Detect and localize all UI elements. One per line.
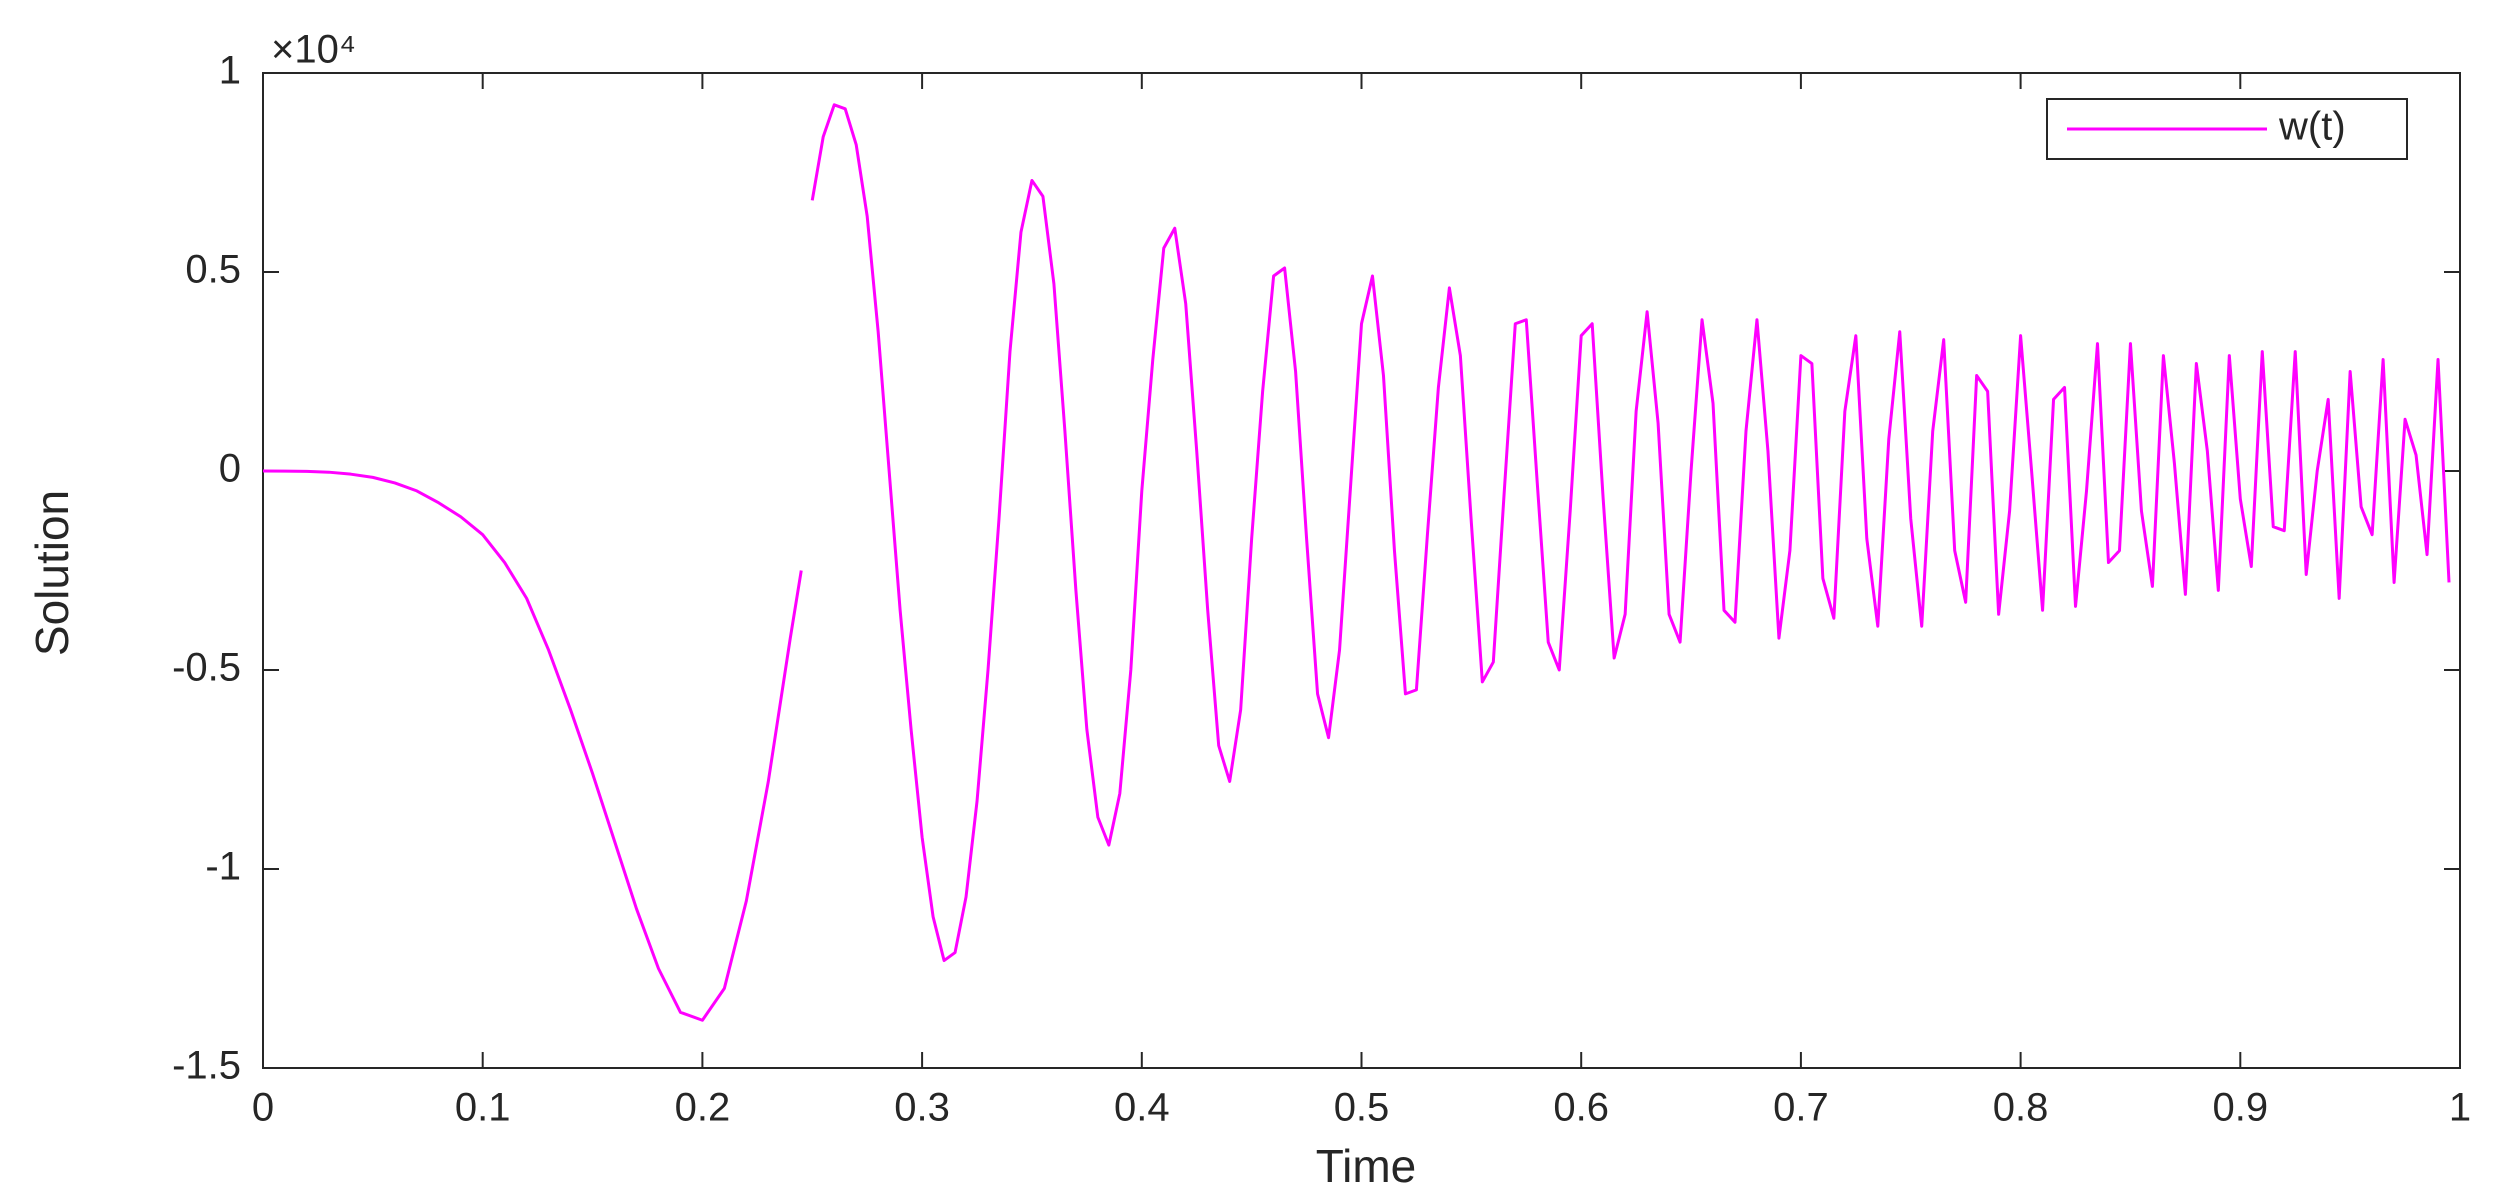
x-tick-label: 0.2 — [675, 1086, 731, 1130]
y-multiplier: ×10⁴ — [271, 28, 356, 72]
legend-label: w(t) — [2278, 105, 2346, 149]
x-tick-label: 0.3 — [894, 1086, 950, 1130]
y-tick-label: -0.5 — [172, 646, 241, 690]
x-tick-label: 0.5 — [1334, 1086, 1390, 1130]
x-tick-label: 1 — [2449, 1086, 2471, 1130]
y-tick-label: 1 — [219, 49, 241, 93]
x-axis-label: Time — [1316, 1140, 1417, 1192]
x-tick-label: 0.7 — [1773, 1086, 1829, 1130]
y-tick-label: 0.5 — [185, 248, 241, 292]
y-tick-label: -1 — [205, 845, 241, 889]
x-tick-label: 0.1 — [455, 1086, 511, 1130]
y-tick-label: 0 — [219, 447, 241, 491]
x-tick-label: 0.8 — [1993, 1086, 2049, 1130]
x-tick-label: 0.9 — [2212, 1086, 2268, 1130]
x-tick-label: 0 — [252, 1086, 274, 1130]
y-tick-label: -1.5 — [172, 1044, 241, 1088]
x-tick-label: 0.4 — [1114, 1086, 1170, 1130]
y-axis-label: Solution — [26, 490, 78, 656]
x-tick-label: 0.6 — [1553, 1086, 1609, 1130]
data-line — [262, 103, 2451, 1022]
